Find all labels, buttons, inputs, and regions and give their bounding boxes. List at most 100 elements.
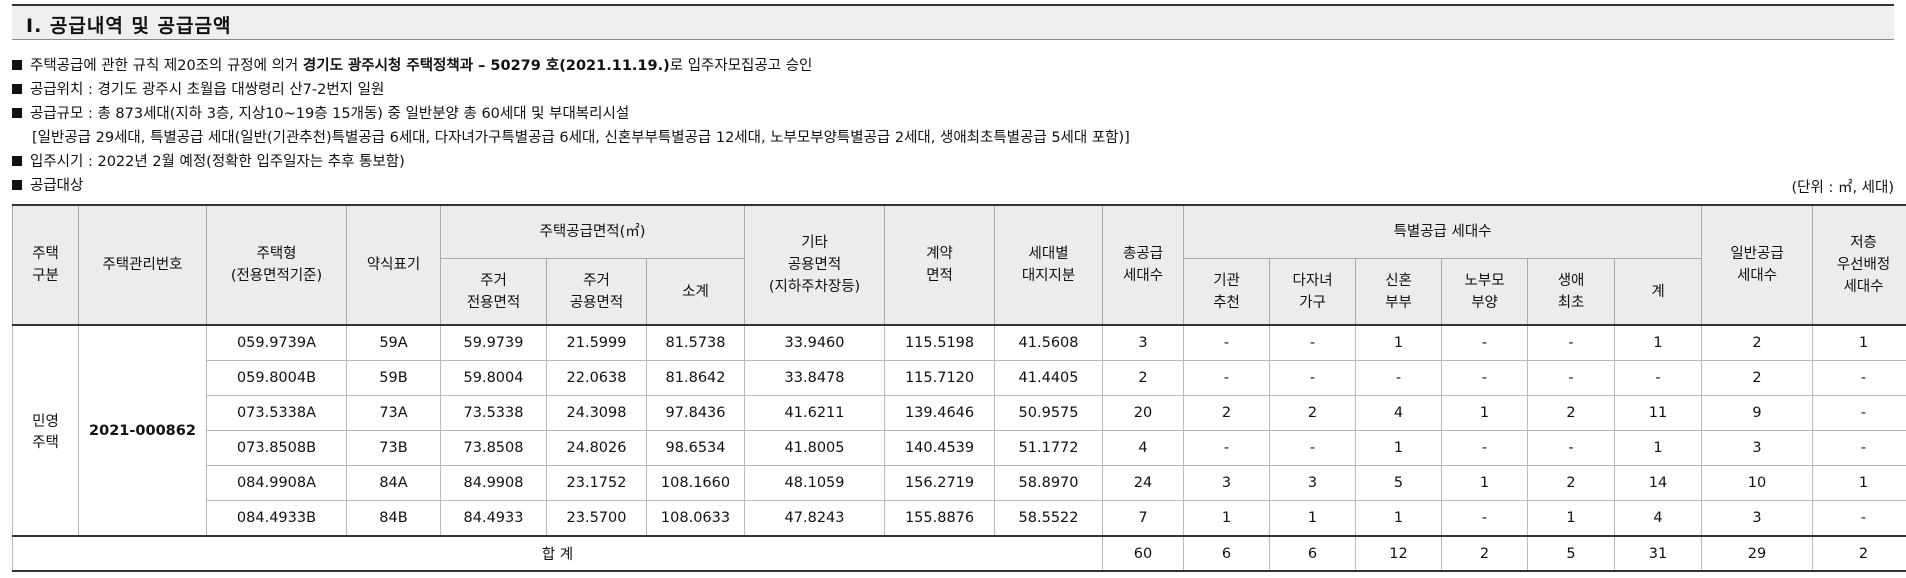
table-cell: 41.4405 <box>994 360 1104 396</box>
table-cell: 23.1752 <box>546 465 647 501</box>
table-cell: 12 <box>1355 535 1443 572</box>
table-cell: 139.4646 <box>884 395 996 431</box>
table-cell: - <box>1441 500 1529 537</box>
header-multichild: 다자녀 가구 <box>1269 258 1357 326</box>
table-cell: 1 <box>1441 395 1529 431</box>
header-newlywed: 신혼 부부 <box>1355 258 1443 326</box>
table-cell: 24.3098 <box>546 395 647 431</box>
table-cell: 11 <box>1614 395 1703 431</box>
section-title-bar: Ⅰ. 공급내역 및 공급금액 <box>12 4 1894 40</box>
table-cell: 1 <box>1355 430 1443 466</box>
table-cell: 1 <box>1614 324 1703 361</box>
table-cell: 115.5198 <box>884 324 996 361</box>
table-cell: 41.8005 <box>744 430 886 466</box>
header-general-units: 일반공급 세대수 <box>1701 204 1814 326</box>
table-cell: 4 <box>1614 500 1703 537</box>
table-cell: 58.5522 <box>994 500 1104 537</box>
header-abbr: 약식표기 <box>346 204 441 326</box>
table-cell: 2 <box>1701 360 1814 396</box>
header-mgmt-no: 주택관리번호 <box>78 204 207 326</box>
supply-table: 주택 구분 주택관리번호 주택형 (전용면적기준) 약식표기 주택공급면적(㎡) 기… <box>11 204 1906 572</box>
total-row: 합 계 60 6 6 12 2 5 31 29 2 <box>11 535 1906 572</box>
header-common-area: 주거 공용면적 <box>546 258 647 326</box>
header-land-share: 세대별 대지지분 <box>994 204 1104 326</box>
header-special-supply: 특별공급 세대수 <box>1183 204 1703 259</box>
notice-move-in: 입주시기 : 2022년 2월 예정(정확한 입주일자는 추후 통보함) <box>12 150 1894 174</box>
table-cell: 115.7120 <box>884 360 996 396</box>
section-title: Ⅰ. 공급내역 및 공급금액 <box>26 15 232 37</box>
table-cell: 1 <box>1355 500 1443 537</box>
notice-scale: 공급규모 : 총 873세대(지하 3층, 지상10~19층 15개동) 중 일… <box>12 102 1894 126</box>
header-total-units: 총공급 세대수 <box>1102 204 1185 326</box>
table-cell: - <box>1812 430 1906 466</box>
house-type-cell: 민영 주택 <box>12 324 79 537</box>
table-cell: 84A <box>346 465 441 501</box>
table-cell: 14 <box>1614 465 1703 501</box>
table-cell: 31 <box>1614 535 1703 572</box>
table-cell: 2 <box>1527 465 1616 501</box>
notice-approval: 주택공급에 관한 규칙 제20조의 규정에 의거 경기도 광주시청 주택정책과 … <box>12 54 1894 78</box>
mgmt-no-cell: 2021-000862 <box>78 324 207 537</box>
header-elderly: 노부모 부양 <box>1441 258 1529 326</box>
table-cell: 4 <box>1102 430 1185 466</box>
table-cell: 9 <box>1701 395 1814 431</box>
header-contract-area: 계약 면적 <box>884 204 996 326</box>
table-cell: 22.0638 <box>546 360 647 396</box>
table-row: 073.5338A 73A 73.5338 24.3098 97.8436 41.6211… <box>13 395 1906 431</box>
table-row: 073.8508B 73B 73.8508 24.8026 98.6534 41.8005… <box>13 430 1906 466</box>
table-cell: 108.1660 <box>645 465 746 501</box>
table-cell: - <box>1527 324 1616 361</box>
table-cell: - <box>1527 430 1616 466</box>
table-cell: 3 <box>1701 430 1814 466</box>
table-cell: 10 <box>1701 465 1814 501</box>
table-cell: 1 <box>1527 500 1616 537</box>
table-cell: 1 <box>1441 465 1529 501</box>
table-row: 059.8004B 59B 59.8004 22.0638 81.8642 33.8478… <box>13 360 1906 396</box>
header-agency: 기관 추천 <box>1183 258 1271 326</box>
table-cell: 47.8243 <box>744 500 886 537</box>
table-cell: 140.4539 <box>884 430 996 466</box>
table-cell: 24 <box>1102 465 1185 501</box>
table-cell: 2 <box>1812 535 1906 572</box>
table-row: 084.4933B 84B 84.4933 23.5700 108.0633 47.824… <box>13 500 1906 537</box>
table-cell: 073.8508B <box>206 430 347 466</box>
table-cell: 2 <box>1269 395 1357 431</box>
unit-label: (단위 : ㎡, 세대) <box>1791 180 1895 196</box>
header-other-common: 기타 공용면적 (지하주차장등) <box>744 204 886 326</box>
table-cell: - <box>1812 500 1906 537</box>
table-cell: 24.8026 <box>546 430 647 466</box>
table-cell: 059.9739A <box>206 324 347 361</box>
header-exclusive-area: 주거 전용면적 <box>440 258 547 326</box>
table-cell: - <box>1269 360 1357 396</box>
table-cell: 3 <box>1102 324 1185 361</box>
approval-number: 경기도 광주시청 주택정책과 – 50279 호(2021.11.19.) <box>302 58 670 74</box>
table-cell: 41.5608 <box>994 324 1104 361</box>
table-cell: - <box>1441 430 1529 466</box>
table-cell: 97.8436 <box>645 395 746 431</box>
square-bullet-icon <box>12 108 22 118</box>
header-special-total: 계 <box>1614 258 1703 326</box>
table-cell: 60 <box>1102 535 1185 572</box>
table-cell: 81.5738 <box>645 324 746 361</box>
header-low-floor: 저층 우선배정 세대수 <box>1812 204 1906 326</box>
square-bullet-icon <box>12 156 22 166</box>
table-cell: 5 <box>1355 465 1443 501</box>
table-cell: 2 <box>1701 324 1814 361</box>
table-cell: 98.6534 <box>645 430 746 466</box>
table-cell: 51.1772 <box>994 430 1104 466</box>
table-cell: 2 <box>1441 535 1529 572</box>
table-cell: - <box>1812 395 1906 431</box>
table-row: 084.9908A 84A 84.9908 23.1752 108.1660 48.105… <box>13 465 1906 501</box>
table-cell: 50.9575 <box>994 395 1104 431</box>
table-cell: 73.8508 <box>440 430 547 466</box>
table-cell: 59.8004 <box>440 360 547 396</box>
table-cell: 73B <box>346 430 441 466</box>
table-cell: 59B <box>346 360 441 396</box>
table-cell: 2 <box>1102 360 1185 396</box>
table-cell: 41.6211 <box>744 395 886 431</box>
table-cell: 59.9739 <box>440 324 547 361</box>
header-first-time: 생애 최초 <box>1527 258 1616 326</box>
table-cell: 4 <box>1355 395 1443 431</box>
table-cell: 3 <box>1269 465 1357 501</box>
table-cell: - <box>1812 360 1906 396</box>
